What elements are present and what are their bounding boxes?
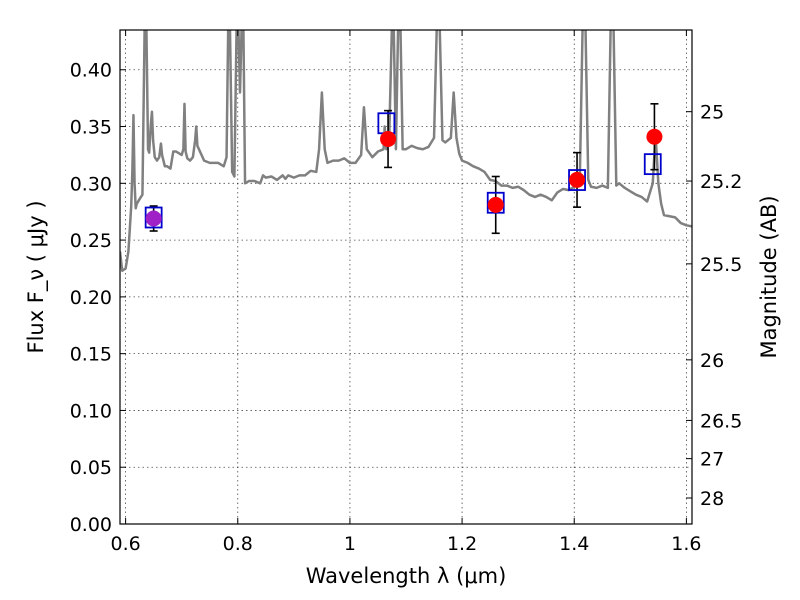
x-tick-label: 0.6 [110, 533, 140, 555]
right-axis-tick-label: 25.5 [700, 254, 742, 276]
y-tick-label: 0.00 [70, 514, 112, 536]
x-tick-label: 1 [344, 533, 356, 555]
right-axis-tick-label: 28 [700, 488, 724, 510]
y-tick-label: 0.25 [70, 230, 112, 252]
y-tick-label: 0.10 [70, 400, 112, 422]
right-axis: 25 25.2 25.5 26 26.5 27 28 [686, 102, 742, 510]
x-tick-label: 1.6 [671, 533, 701, 555]
observed-point [380, 131, 397, 148]
spectrum-line [120, 30, 692, 272]
right-axis-tick-label: 26 [700, 350, 724, 372]
right-axis-tick-label: 27 [700, 449, 724, 471]
y-tick-label: 0.05 [70, 457, 112, 479]
y-tick-label: 0.20 [70, 287, 112, 309]
y-tick-label: 0.30 [70, 173, 112, 195]
observed-point [487, 196, 504, 213]
right-axis-tick-label: 25.2 [700, 171, 742, 193]
observed-point [646, 128, 663, 145]
observed-point [145, 210, 162, 227]
x-tick-label: 1.4 [559, 533, 589, 555]
model-photometry-box [568, 169, 586, 191]
x-tick-label: 1.2 [447, 533, 477, 555]
y-tick-label: 0.40 [70, 60, 112, 82]
observed-point [569, 171, 586, 188]
y-axis-label: Flux F_ν ( μJy ) [24, 200, 49, 353]
model-photometry-box [643, 153, 662, 176]
model-photometry-box [144, 206, 163, 229]
x-axis-label: Wavelength λ (μm) [306, 564, 507, 588]
y-tick-label: 0.15 [70, 344, 112, 366]
right-axis-tick-label: 26.5 [700, 410, 742, 432]
y-tick-label: 0.35 [70, 117, 112, 139]
x-axis: 0.6 0.8 1 1.2 1.4 1.6 [110, 30, 702, 555]
spectrum-series [120, 30, 692, 272]
y-axis: 0.00 0.05 0.10 0.15 0.20 0.25 0.30 0.35 0.40 [70, 60, 126, 536]
x-tick-label: 0.8 [223, 533, 253, 555]
observed-photometry-series [145, 128, 663, 227]
plot-frame [119, 29, 693, 525]
right-axis-tick-label: 25 [700, 102, 724, 124]
right-axis-label: Magnitude (AB) [757, 195, 781, 358]
